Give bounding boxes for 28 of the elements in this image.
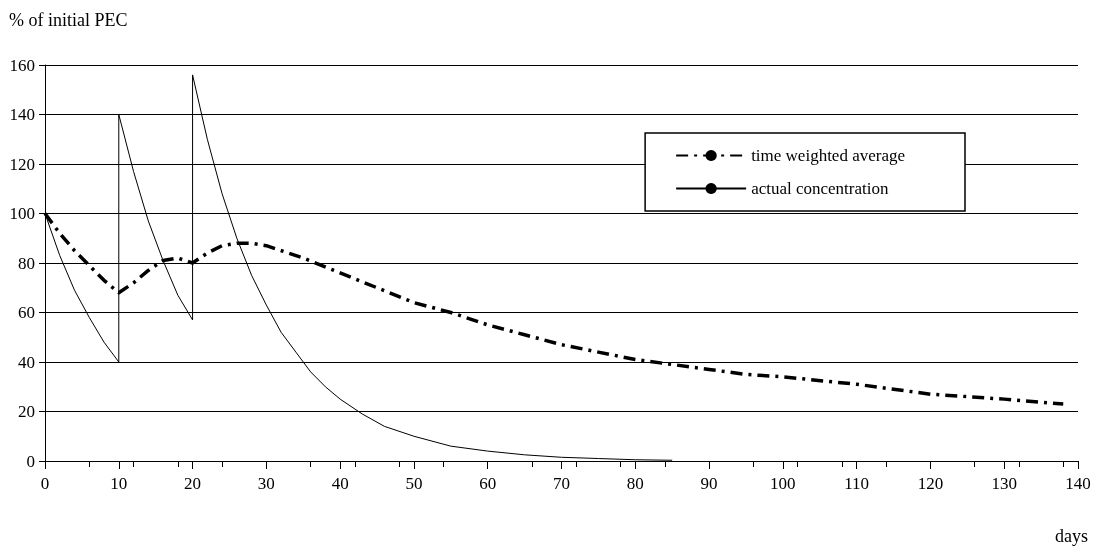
y-tick-label: 160 <box>9 55 35 75</box>
y-tick-label: 140 <box>9 105 35 124</box>
x-tick-label: 50 <box>405 474 423 493</box>
y-tick-label: 120 <box>9 154 35 174</box>
x-tick-label: 130 <box>991 474 1017 493</box>
x-tick-label: 20 <box>184 474 202 493</box>
x-tick-label: 90 <box>700 474 718 493</box>
y-tick-label: 0 <box>26 451 35 471</box>
x-tick-label: 10 <box>110 474 128 493</box>
x-tick-label: 120 <box>917 474 944 493</box>
legend-label: actual concentration <box>751 179 889 198</box>
y-tick-label: 40 <box>18 352 35 372</box>
x-tick-label: 0 <box>40 474 50 493</box>
x-tick-label: 30 <box>257 474 275 493</box>
x-tick-label: 100 <box>770 474 796 493</box>
x-tick-label: 110 <box>844 474 870 493</box>
x-tick-label: 70 <box>553 474 570 493</box>
x-tick-label: 80 <box>626 474 644 493</box>
x-axis-title: days <box>1055 526 1089 546</box>
x-tick-label: 40 <box>331 474 349 493</box>
x-tick-label: 60 <box>479 474 497 493</box>
y-tick-label: 60 <box>18 303 35 322</box>
legend-label: time weighted average <box>751 146 905 165</box>
y-axis-title: % of initial PEC <box>9 10 128 30</box>
y-tick-label: 20 <box>18 402 35 421</box>
y-tick-label: 80 <box>18 253 35 273</box>
y-tick-label: 100 <box>9 204 35 223</box>
x-tick-label: 140 <box>1065 474 1091 493</box>
